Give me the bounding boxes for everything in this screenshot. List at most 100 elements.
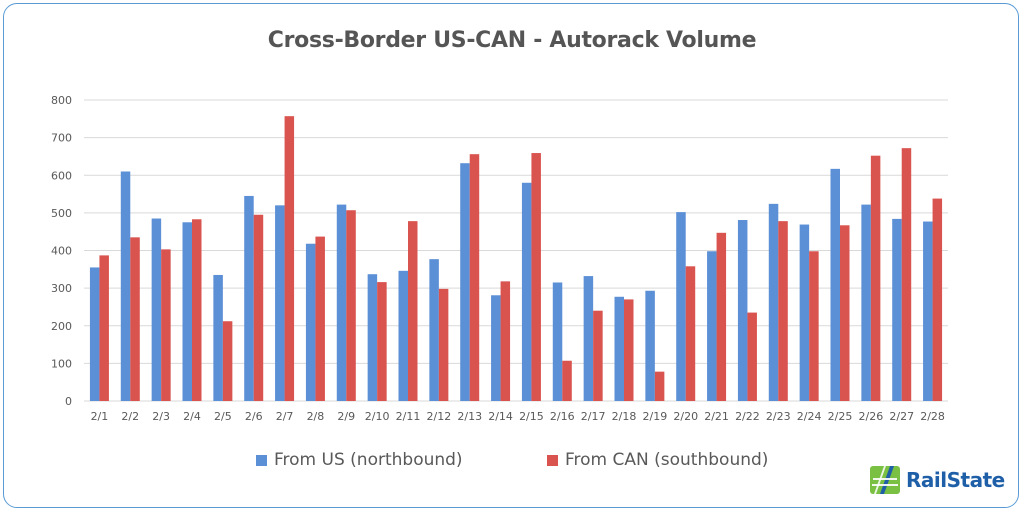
x-tick-label: 2/4 [183,410,201,423]
bar-southbound [840,225,850,401]
bar-southbound [531,153,541,401]
chart-title: Cross-Border US-CAN - Autorack Volume [267,28,757,53]
bar-northbound [552,282,563,401]
legend-item-southbound: From CAN (southbound) [547,450,768,470]
y-tick-label: 300 [51,282,72,295]
bar-northbound [583,276,594,401]
chart-legend: From US (northbound) From CAN (southboun… [0,450,1024,474]
bar-northbound [244,195,254,401]
x-tick-label: 2/11 [396,410,421,423]
chart-frame [3,3,1019,508]
x-tick-label: 2/20 [673,410,698,423]
x-tick-label: 2/18 [612,410,637,423]
bar-southbound [315,236,325,401]
bar-southbound [469,154,480,401]
x-tick-label: 2/22 [735,410,760,423]
x-tick-label: 2/6 [245,410,263,423]
legend-swatch-northbound [256,454,267,466]
legend-swatch-southbound [547,454,558,466]
bar-northbound [367,274,378,401]
y-tick-label: 700 [51,132,72,145]
bar-northbound [892,218,902,401]
railstate-logo-icon [870,466,900,494]
bar-northbound [398,270,408,401]
x-tick-label: 2/26 [859,410,884,423]
x-tick-label: 2/5 [214,410,232,423]
bar-northbound [275,205,285,401]
x-tick-label: 2/8 [307,410,325,423]
bar-southbound [222,321,233,401]
x-tick-label: 2/7 [276,410,294,423]
bar-northbound [614,296,624,401]
bar-northbound [429,259,439,401]
x-tick-label: 2/17 [581,410,606,423]
y-tick-label: 500 [51,207,72,220]
bar-northbound [830,168,840,401]
x-tick-label: 2/14 [488,410,513,423]
x-tick-label: 2/25 [828,410,853,423]
bar-southbound [192,219,202,401]
legend-label-northbound: From US (northbound) [274,450,463,470]
bar-northbound [460,163,470,401]
bar-southbound [130,237,140,401]
bar-northbound [861,204,871,401]
y-tick-label: 0 [65,395,72,408]
bar-southbound [253,214,264,401]
x-tick-label: 2/2 [121,410,139,423]
x-tick-label: 2/28 [920,410,945,423]
x-tick-label: 2/16 [550,410,575,423]
bar-southbound [99,255,109,401]
bar-northbound [491,295,501,401]
legend-label-southbound: From CAN (southbound) [565,450,769,470]
x-tick-label: 2/12 [427,410,452,423]
bar-northbound [151,218,162,401]
bar-southbound [624,299,634,401]
bar-northbound [182,222,192,401]
bar-southbound [377,282,387,401]
bar-southbound [161,249,171,401]
bar-southbound [778,221,788,401]
bar-northbound [645,290,655,401]
bar-southbound [747,312,757,401]
bar-southbound [809,251,819,401]
bar-northbound [923,221,933,401]
bar-southbound [284,116,295,402]
bar-southbound [901,148,912,401]
bar-northbound [768,203,779,401]
x-tick-label: 2/23 [766,410,791,423]
x-tick-label: 2/19 [643,410,668,423]
bar-southbound [654,371,665,401]
x-tick-label: 2/10 [365,410,390,423]
bar-southbound [716,232,727,401]
x-tick-label: 2/9 [337,410,355,423]
bar-northbound [336,204,347,401]
x-tick-label: 2/15 [519,410,544,423]
y-tick-label: 200 [51,320,72,333]
bar-northbound [707,251,717,401]
bar-northbound [120,171,131,401]
bar-southbound [685,266,696,401]
y-tick-label: 600 [51,169,72,182]
x-tick-label: 2/13 [457,410,482,423]
bar-southbound [438,288,449,401]
x-tick-label: 2/27 [889,410,914,423]
x-tick-label: 2/3 [152,410,170,423]
bar-northbound [799,224,810,401]
bar-northbound [737,220,748,401]
bar-northbound [676,212,686,401]
railstate-logo-text: RailState [906,468,1005,492]
bar-southbound [932,198,943,401]
bar-northbound [521,182,532,401]
y-tick-label: 800 [51,94,72,107]
bar-southbound [346,210,356,401]
bar-northbound [213,274,223,401]
legend-item-northbound: From US (northbound) [256,450,463,470]
bar-southbound [500,281,511,401]
bar-southbound [870,155,881,401]
bar-southbound [562,360,572,401]
x-tick-label: 2/1 [91,410,109,423]
bar-northbound [89,267,100,401]
x-tick-label: 2/21 [704,410,729,423]
railstate-logo: RailState [870,466,1005,494]
